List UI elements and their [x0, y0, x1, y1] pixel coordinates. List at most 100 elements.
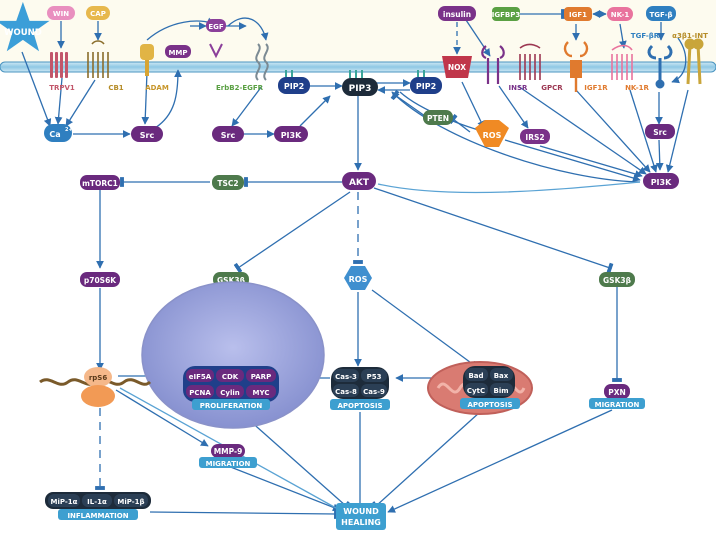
- migration-badge-left: [199, 457, 257, 468]
- calcium-node: [44, 124, 72, 142]
- src-right-label: Src: [653, 128, 667, 137]
- mmp9-label: MMP-9: [214, 447, 243, 456]
- egf-node: [206, 19, 226, 32]
- irs2-label: IRS2: [525, 133, 544, 142]
- caspase-cluster: [331, 367, 389, 399]
- tgfb-node: [646, 6, 676, 21]
- nox-label: NOX: [448, 63, 466, 72]
- adam-label: ADAM: [145, 84, 169, 92]
- pi3k-node-right: [643, 173, 679, 189]
- mip1a-label: MiP-1α: [51, 498, 78, 506]
- cb1-label: CB1: [108, 84, 123, 92]
- insr-label: INSR: [509, 84, 529, 92]
- pcna-label: PCNA: [189, 389, 211, 397]
- cylin-label: Cylin: [220, 389, 239, 397]
- pip2-left-node: [278, 70, 310, 94]
- inflammation-badge: [58, 509, 138, 520]
- pten-label: PTEN: [427, 114, 449, 123]
- akt-label: AKT: [349, 178, 370, 188]
- erbb2-egfr-receptor-icon: [255, 43, 269, 81]
- mtorc1-node: [80, 175, 120, 190]
- pip3-label: PIP3: [349, 84, 372, 94]
- pi3k-right-label: PI3K: [651, 178, 672, 187]
- insulin-label: insulin: [443, 10, 471, 19]
- cas3-label: Cas-3: [335, 373, 357, 381]
- gpcr-receptor-icon: [519, 43, 541, 80]
- p53-label: P53: [367, 373, 382, 381]
- tsc2-label: TSC2: [217, 179, 238, 188]
- nuclear-protein-cluster: [183, 366, 279, 402]
- src-node-middle: [212, 126, 244, 142]
- pathway-edges: [21, 9, 689, 519]
- igfbp3-label: IGFBP3: [492, 11, 521, 19]
- insr-receptor-icon: [481, 45, 505, 84]
- pi3k-node-left: [274, 126, 308, 142]
- migration-right-label: MIGRATION: [595, 401, 640, 409]
- migration-badge-right: [589, 398, 645, 409]
- bim-label: Bim: [493, 387, 508, 395]
- pten-node: [423, 110, 453, 125]
- proliferation-label: PROLIFERATION: [200, 402, 263, 410]
- ros-middle-label: ROS: [349, 275, 368, 284]
- tgfbr-label: TGF-βR: [631, 32, 660, 40]
- mmp9-node: [211, 444, 245, 458]
- mtorc1-label: mTORC1: [82, 179, 118, 188]
- trpv1-receptor-icon: [50, 52, 68, 78]
- mmp-label: MMP: [168, 49, 187, 57]
- adam-icon: [140, 44, 154, 76]
- insulin-node: [438, 6, 476, 21]
- integrin-receptor-icon: [684, 38, 704, 85]
- migration-left-label: MIGRATION: [206, 460, 251, 468]
- igf1-node: [564, 7, 592, 21]
- mito-protein-cluster: [463, 366, 515, 398]
- ros-top-label: ROS: [483, 131, 502, 140]
- proliferation-badge: [192, 399, 270, 410]
- src-middle-label: Src: [221, 131, 236, 140]
- wound-label: WOUND: [4, 28, 42, 38]
- apoptosis-left-label: APOPTOSIS: [337, 402, 382, 410]
- eif5a-label: eIF5A: [189, 373, 212, 381]
- win-label: WIN: [53, 10, 69, 18]
- irs2-node: [520, 129, 550, 144]
- nk1r-label: NK-1R: [625, 84, 649, 92]
- wound-healing-line1: WOUND: [343, 507, 379, 516]
- bad-label: Bad: [468, 372, 483, 380]
- src-left-label: Src: [140, 131, 155, 140]
- pxn-label: PXN: [608, 388, 626, 397]
- cap-label: CAP: [90, 10, 106, 18]
- pip2-right-label: PIP2: [416, 82, 436, 91]
- wound-healing-badge: [336, 503, 386, 530]
- erbb2-egfr-label: ErbB2-EGFR: [216, 84, 264, 92]
- igf1r-receptor-icon: [563, 41, 589, 92]
- gsk3b-right-label: GSK3β: [603, 276, 632, 285]
- pi3k-left-label: PI3K: [281, 131, 302, 140]
- egf-ligand-icon: [209, 43, 223, 59]
- rps6-label: rpS6: [89, 374, 108, 382]
- parp-label: PARP: [251, 373, 271, 381]
- gpcr-label: GPCR: [541, 84, 563, 92]
- il1a-label: IL-1α: [87, 498, 107, 506]
- gsk3b-right-node: [599, 272, 635, 287]
- src-node-left: [131, 126, 163, 142]
- wound-star-icon: [0, 1, 50, 52]
- wound-healing-line2: HEALING: [341, 518, 381, 527]
- igf1-label: IGF1: [569, 11, 587, 19]
- cdk-label: CDK: [222, 373, 239, 381]
- apoptosis-badge-left: [330, 399, 390, 410]
- igfbp3-node: [492, 7, 520, 21]
- cytokine-cluster: [45, 492, 151, 509]
- tgfbr-receptor-icon: [647, 44, 673, 89]
- cytc-label: CytC: [467, 387, 485, 395]
- inflammation-label: INFLAMMATION: [67, 512, 128, 520]
- ros-middle-node: [344, 266, 372, 290]
- pip3-node: [342, 70, 378, 96]
- cb1-receptor-icon: [87, 40, 109, 78]
- trpv1-label: TRPV1: [49, 84, 75, 92]
- pip2-left-label: PIP2: [284, 82, 304, 91]
- gsk3b-left-label: GSK3β: [217, 276, 246, 285]
- nk1-node: [607, 7, 633, 21]
- igf1r-label: IGF1R: [584, 84, 608, 92]
- egf-label: EGF: [208, 23, 224, 31]
